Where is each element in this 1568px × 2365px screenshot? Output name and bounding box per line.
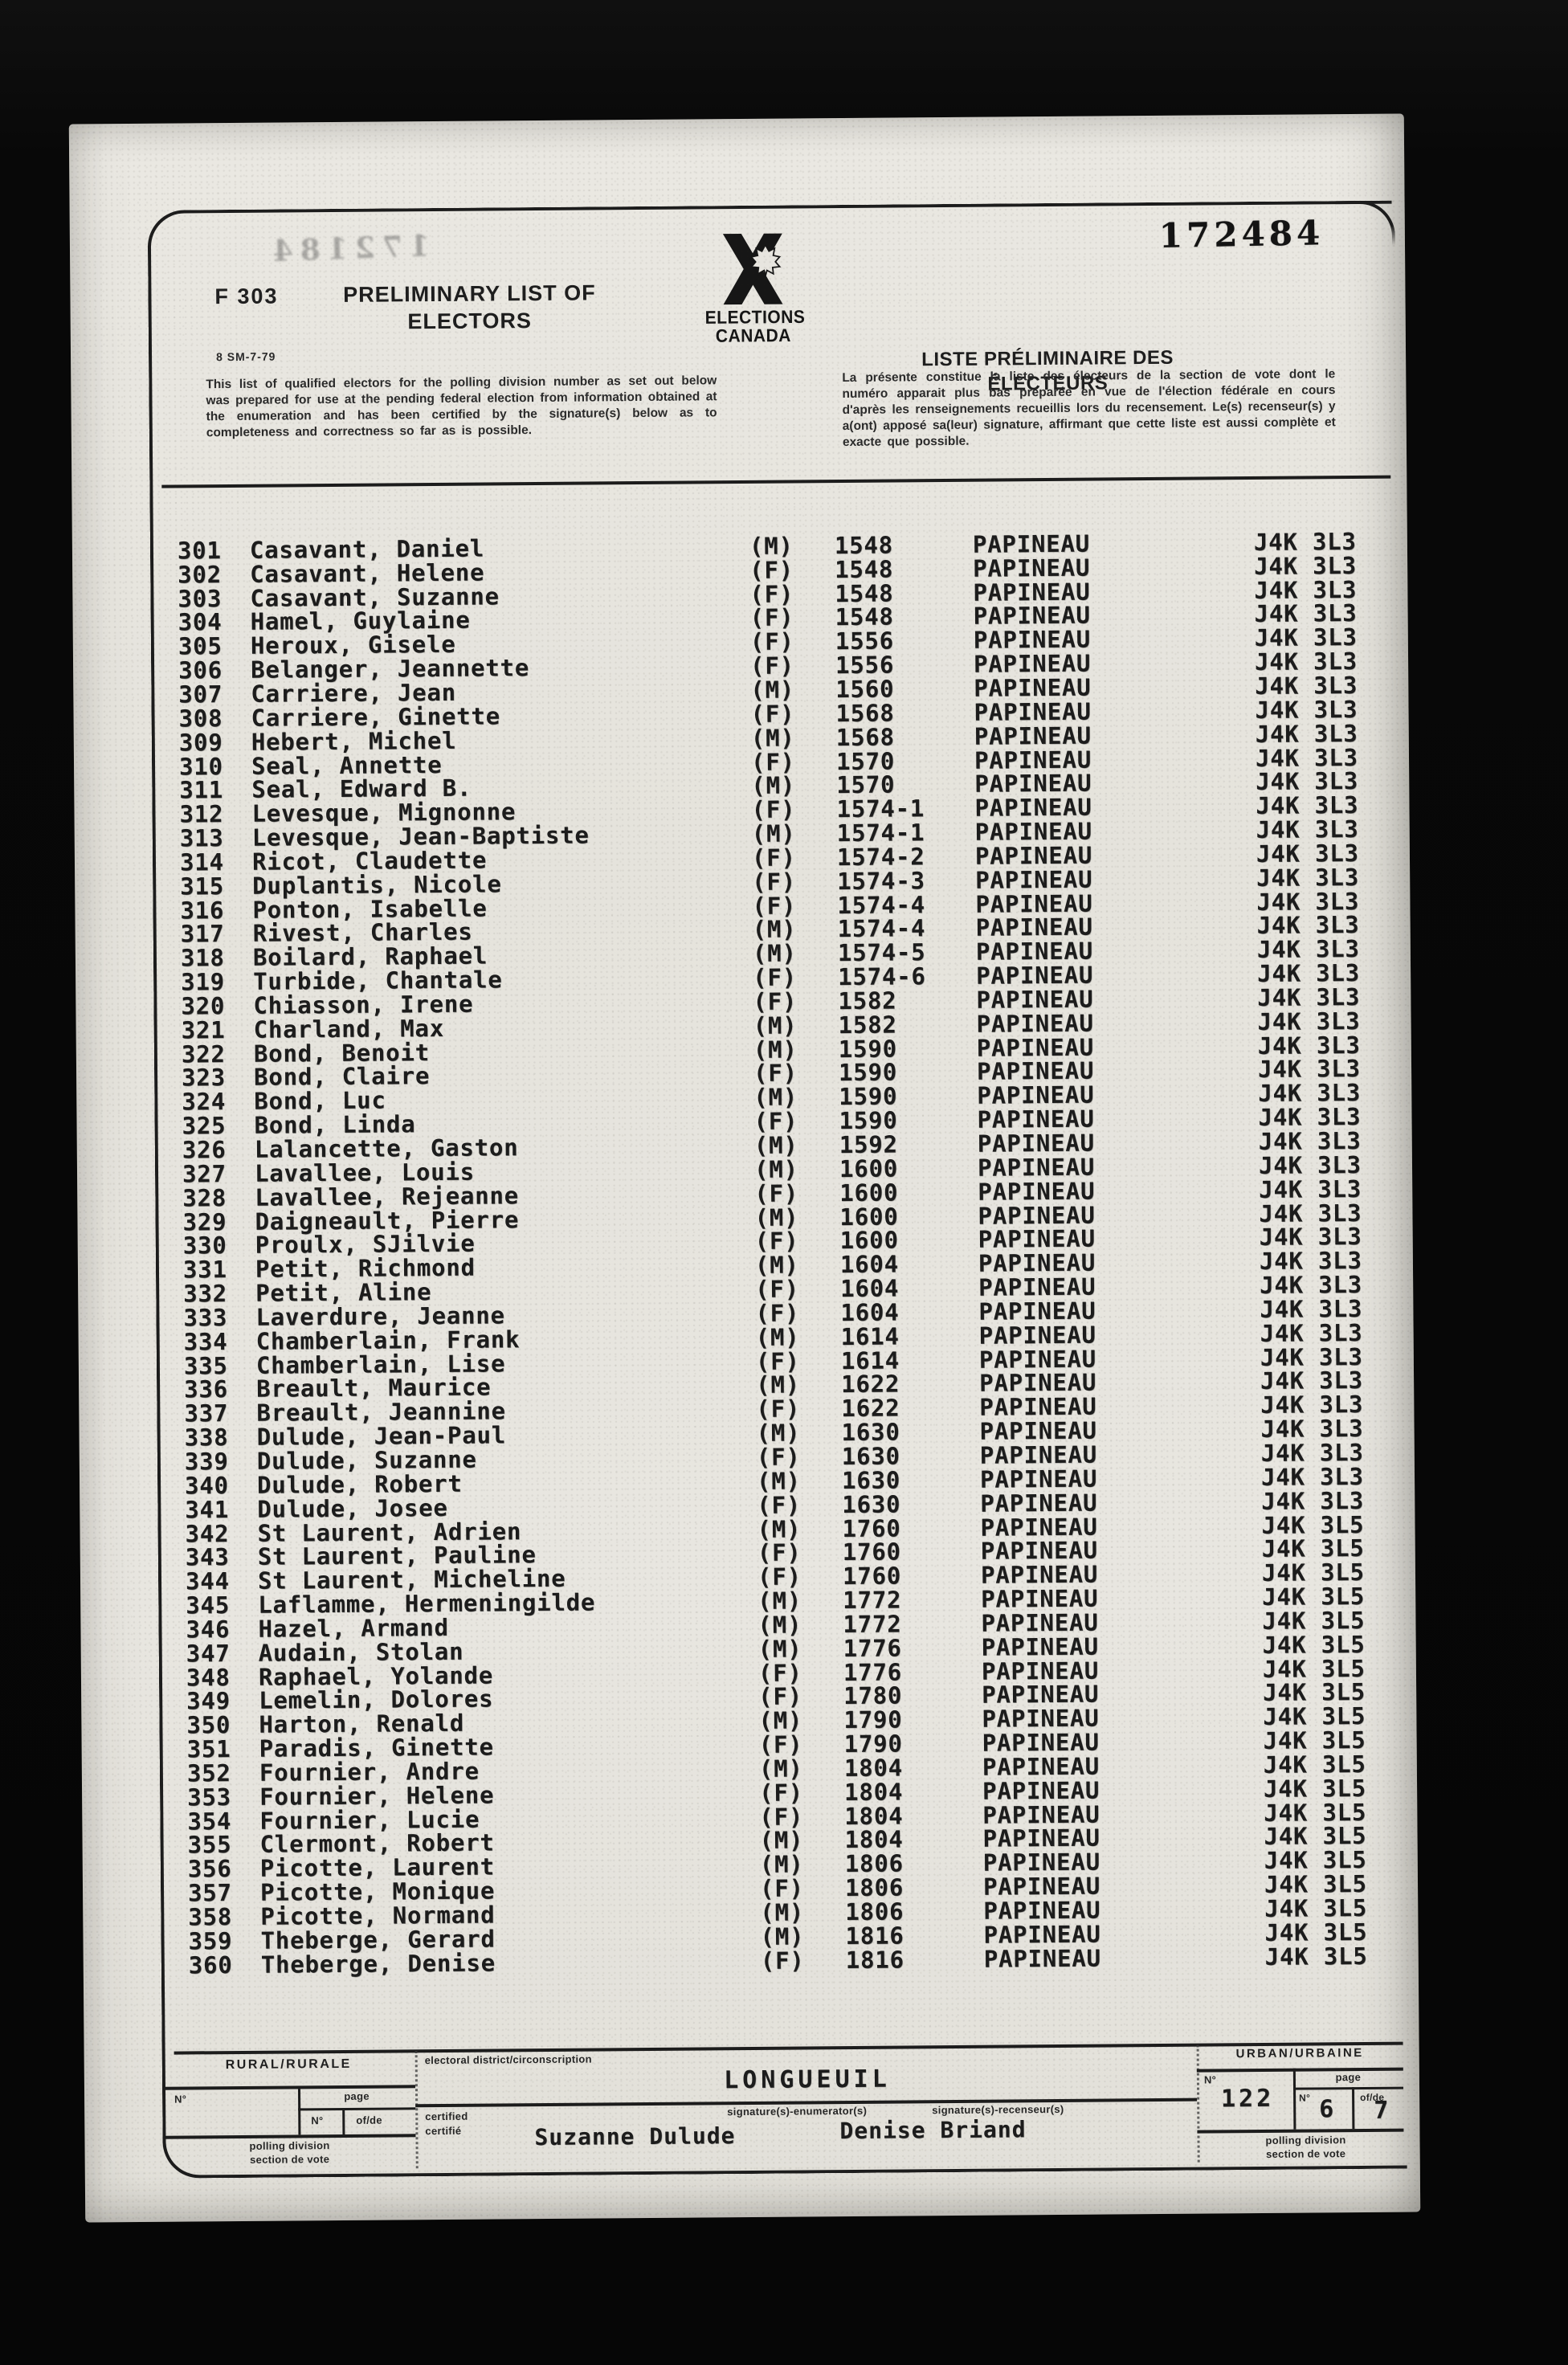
- elector-name: Theberge, Denise: [260, 1949, 496, 1979]
- rural-no-label: N°: [174, 2093, 187, 2106]
- signature-label-en: signature(s)-enumerator(s): [727, 2104, 868, 2118]
- polling-division-label-left-fr: section de vote: [250, 2153, 330, 2166]
- urban-page-of-value: 7: [1374, 2096, 1389, 2125]
- rural-header: RURAL/RURALE: [225, 2057, 352, 2073]
- rural-of-label: of/de: [356, 2114, 382, 2126]
- district-label: electoral district/circonscription: [424, 2053, 592, 2067]
- urban-no-value: 122: [1220, 2084, 1275, 2114]
- logo-text-line2: CANADA: [715, 325, 791, 347]
- rural-page-label: page: [344, 2089, 370, 2102]
- signature-label-fr: signature(s)-recenseur(s): [932, 2102, 1064, 2117]
- document-page: 172184 F 303 8 SM-7-79 PRELIMINARY LIST …: [68, 113, 1421, 2223]
- urban-header: URBAN/URBAINE: [1235, 2045, 1364, 2061]
- rural-page-divider: [342, 2107, 345, 2134]
- rural-page-no-label: N°: [311, 2114, 324, 2127]
- urban-page-no-label: N°: [1299, 2092, 1311, 2104]
- form-code: 8 SM-7-79: [215, 349, 276, 364]
- elections-canada-logo: ELECTIONS CANADA: [704, 229, 806, 347]
- serial-number-stamp: 172484: [1158, 213, 1325, 255]
- district-value: LONGUEUIL: [724, 2065, 891, 2095]
- urban-page-divider: [1352, 2087, 1355, 2130]
- logo-text-line1: ELECTIONS: [704, 307, 806, 329]
- elector-sex: (F): [760, 1946, 805, 1975]
- elector-civic-number: 1816: [845, 1946, 904, 1974]
- urban-page-no-value: 6: [1319, 2095, 1334, 2124]
- elector-street: PAPINEAU: [983, 1944, 1101, 1973]
- electors-table: 301 Casavant, Daniel (M) 1548 PAPINEAU J…: [178, 528, 1410, 1979]
- form-number: F 303: [214, 284, 279, 309]
- certified-label-fr: certifié: [425, 2124, 462, 2138]
- certification-text-english: This list of qualified electors for the …: [206, 374, 717, 440]
- certified-label-en: certified: [425, 2110, 468, 2123]
- title-english: PRELIMINARY LIST OF ELECTORS: [343, 280, 596, 334]
- recenseur-signature: Denise Briand: [839, 2116, 1027, 2145]
- polling-division-label-left-en: polling division: [249, 2139, 330, 2152]
- elector-postal-code: J4K 3L5: [1264, 1942, 1368, 1971]
- polling-division-label-right-fr: section de vote: [1266, 2147, 1346, 2160]
- urban-page-label: page: [1335, 2071, 1362, 2084]
- elector-number: 360: [188, 1950, 233, 1979]
- enumerator-signature: Suzanne Dulude: [534, 2122, 736, 2151]
- certification-text-french: La présente constitue la liste des élect…: [842, 367, 1336, 450]
- urban-no-label: N°: [1203, 2073, 1217, 2086]
- polling-division-label-right-en: polling division: [1265, 2134, 1346, 2146]
- ballot-x-maple-leaf-icon: [722, 233, 783, 305]
